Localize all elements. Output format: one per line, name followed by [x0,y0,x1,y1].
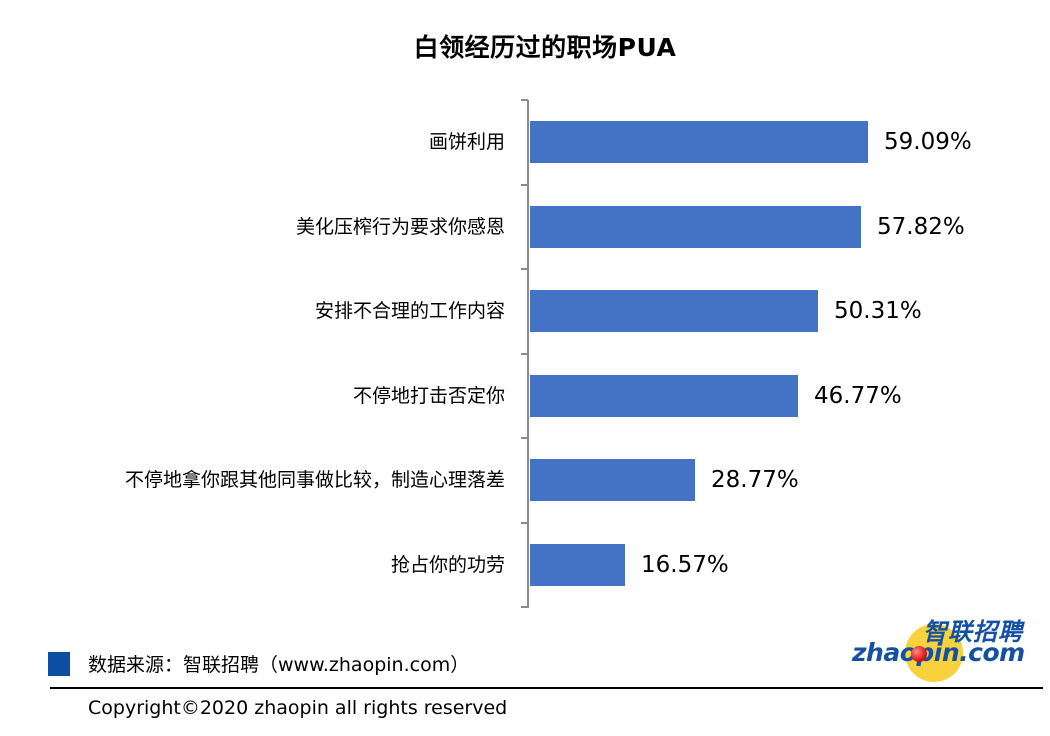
bar [530,290,818,332]
bar-row: 不停地打击否定你 46.77% [0,354,1050,438]
copyright: Copyright©2020 zhaopin all rights reserv… [88,697,508,719]
bar-row: 安排不合理的工作内容 50.31% [0,269,1050,353]
axis-tick [521,99,528,101]
source-legend-swatch [48,652,70,676]
axis-tick [521,606,528,608]
value-label: 16.57% [641,552,729,578]
value-label: 28.77% [711,467,799,493]
category-label: 不停地打击否定你 [352,385,505,407]
category-axis [527,100,529,608]
axis-tick [521,522,528,524]
bar-row: 美化压榨行为要求你感恩 57.82% [0,185,1050,269]
axis-tick [521,353,528,355]
category-label: 抢占你的功劳 [390,554,505,576]
bar [530,206,861,248]
value-label: 59.09% [884,129,972,155]
chart-title: 白领经历过的职场PUA [413,33,677,62]
category-label: 不停地拿你跟其他同事做比较，制造心理落差 [124,469,505,491]
logo-red-ball-icon [911,646,927,662]
value-label: 57.82% [877,214,965,240]
category-label: 安排不合理的工作内容 [314,300,505,322]
data-source: 数据来源：智联招聘（www.zhaopin.com） [88,654,470,676]
bar [530,375,798,417]
value-label: 50.31% [834,298,922,324]
footer-divider [50,687,1043,689]
bar [530,459,695,501]
bar [530,121,868,163]
axis-tick [521,268,528,270]
bar-row: 抢占你的功劳 16.57% [0,523,1050,607]
bar-row: 不停地拿你跟其他同事做比较，制造心理落差 28.77% [0,438,1050,522]
value-label: 46.77% [814,383,902,409]
logo-english-text: zhaopin.com [852,638,1025,667]
zhaopin-logo: 智联招聘 zhaopin.com [850,612,1040,682]
bar-row: 画饼利用 59.09% [0,100,1050,184]
axis-tick [521,437,528,439]
category-label: 画饼利用 [428,131,505,153]
axis-tick [521,184,528,186]
category-label: 美化压榨行为要求你感恩 [295,216,505,238]
logo-chinese-text: 智联招聘 [923,618,1023,646]
bar [530,544,625,586]
